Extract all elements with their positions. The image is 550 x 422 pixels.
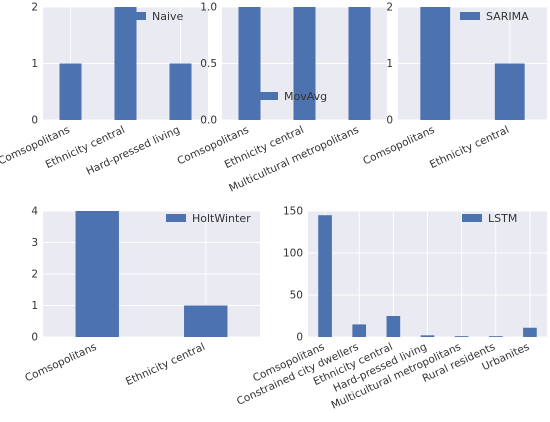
legend-swatch — [258, 92, 278, 100]
legend-label: LSTM — [488, 212, 517, 225]
x-tick-label: Ethnicity central — [124, 341, 207, 388]
x-tick-label: Comsopolitans — [361, 124, 436, 168]
y-tick-label: 150 — [283, 206, 303, 218]
y-tick-label: 1 — [31, 300, 38, 312]
y-tick-label: 0 — [31, 332, 38, 344]
bar — [420, 335, 435, 337]
bar — [352, 324, 367, 337]
bar — [238, 7, 261, 120]
bar — [318, 215, 332, 337]
bar — [454, 336, 469, 337]
y-tick-label: 4 — [31, 206, 38, 218]
bar — [169, 63, 192, 120]
bar — [114, 7, 137, 120]
x-tick-label: Ethnicity central — [428, 124, 511, 171]
y-tick-label: 3 — [31, 237, 38, 249]
y-tick-label: 0 — [296, 332, 303, 344]
bar — [488, 336, 503, 337]
bar — [420, 7, 451, 120]
y-tick-label: 50 — [290, 290, 303, 302]
legend-swatch — [166, 214, 186, 222]
y-tick-label: 2 — [31, 269, 38, 281]
bar — [75, 211, 119, 337]
bar — [494, 63, 525, 120]
y-tick-label: 2 — [31, 2, 38, 14]
bar — [386, 316, 401, 337]
x-tick-label: Comsopolitans — [23, 341, 98, 385]
x-tick-label: Hard-pressed living — [84, 124, 181, 178]
y-tick-label: 0.0 — [200, 115, 217, 127]
legend: HoltWinter — [166, 212, 251, 225]
legend-swatch — [126, 12, 146, 20]
bar — [184, 305, 228, 337]
y-tick-label: 1 — [31, 58, 38, 70]
y-tick-label: 1.0 — [200, 2, 217, 14]
y-tick-label: 0 — [31, 115, 38, 127]
y-tick-label: 1 — [386, 58, 393, 70]
bar — [59, 63, 82, 120]
bar — [293, 7, 316, 120]
y-tick-label: 0.5 — [200, 58, 217, 70]
legend-swatch — [462, 214, 482, 222]
legend-swatch — [460, 12, 480, 20]
legend-label: Naive — [152, 10, 184, 23]
legend-label: MovAvg — [284, 90, 327, 103]
legend: SARIMA — [460, 10, 529, 23]
y-tick-label: 2 — [386, 2, 393, 14]
bar — [348, 7, 371, 120]
legend-label: HoltWinter — [192, 212, 251, 225]
bar — [523, 327, 537, 337]
y-tick-label: 0 — [386, 115, 393, 127]
legend: LSTM — [462, 212, 517, 225]
y-tick-label: 100 — [283, 248, 303, 260]
legend: MovAvg — [258, 90, 327, 103]
chart-4: 0 1 2 3 4 Comsopolitans Ethnicity central HoltW… — [23, 206, 260, 388]
legend-label: SARIMA — [486, 10, 529, 23]
legend: Naive — [126, 10, 184, 23]
